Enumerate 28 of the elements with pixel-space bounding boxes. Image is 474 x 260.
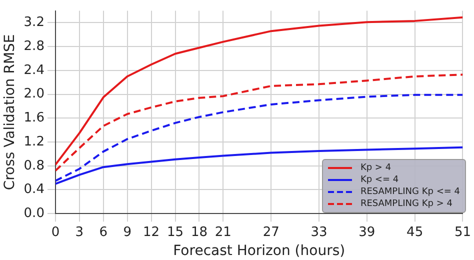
x-tick-label: 39 xyxy=(358,224,376,240)
legend-label: Kp <= 4 xyxy=(360,175,399,185)
x-tick-label: 6 xyxy=(99,224,108,240)
legend-label: Kp > 4 xyxy=(360,163,392,173)
y-tick-label: 2.0 xyxy=(24,86,44,102)
x-tick-label: 33 xyxy=(310,224,328,240)
x-tick-label: 18 xyxy=(190,224,208,240)
x-tick-label: 27 xyxy=(262,224,280,240)
x-tick-label: 45 xyxy=(406,224,424,240)
y-tick-label: 3.2 xyxy=(24,15,44,30)
y-tick-label: 1.6 xyxy=(24,110,44,126)
x-tick-label: 3 xyxy=(75,224,84,240)
x-axis-title: Forecast Horizon (hours) xyxy=(173,243,346,260)
y-tick-label: 0.4 xyxy=(24,182,44,198)
legend-label: RESAMPLING Kp <= 4 xyxy=(360,187,460,197)
x-tick-label: 21 xyxy=(214,224,232,240)
y-tick-label: 0.0 xyxy=(24,206,44,221)
y-axis-title: Cross Validation RMSE xyxy=(2,34,18,190)
x-tick-label: 9 xyxy=(123,224,132,240)
y-tick-label: 2.8 xyxy=(24,38,44,54)
x-tick-label: 51 xyxy=(454,224,471,240)
x-tick-label: 0 xyxy=(51,224,60,240)
legend-label: RESAMPLING Kp > 4 xyxy=(360,199,452,209)
y-tick-label: 2.4 xyxy=(24,62,44,78)
y-tick-label: 0.8 xyxy=(24,158,44,174)
y-tick-label: 1.2 xyxy=(24,134,44,150)
x-tick-label: 12 xyxy=(143,224,160,240)
x-tick-label: 15 xyxy=(166,224,184,240)
